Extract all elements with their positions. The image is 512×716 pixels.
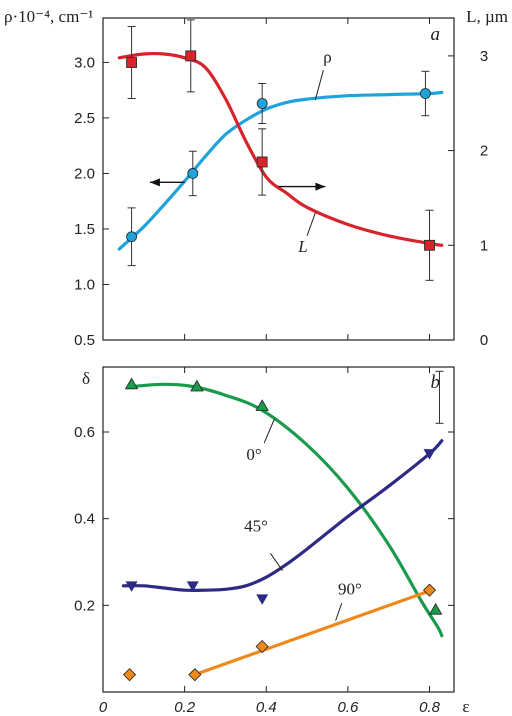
series-45°-point [186, 581, 199, 592]
panel-a-right-axis-title: L, µm [466, 7, 508, 26]
series-ρ-point [126, 231, 137, 243]
label-0deg: 0° [246, 445, 261, 464]
panel-a-ytick-left-label: 1.5 [74, 221, 95, 238]
panel-b-xtick-label: 0.6 [337, 699, 359, 716]
panel-a-ytick-right-label: 1 [480, 237, 488, 254]
panel-a-ytick-left-label: 2.0 [74, 165, 95, 182]
L-label: L [297, 237, 307, 256]
series-45°-point [125, 581, 138, 592]
panel-b-x-axis-title: ε [462, 697, 469, 716]
panel-a-ytick-left-label: 3.0 [74, 54, 95, 71]
panel-b-ytick-label: 0.6 [74, 424, 95, 441]
series-L-curve [117, 51, 444, 247]
panel-a-ytick-right-label: 0 [480, 332, 488, 349]
panel-b-xtick-label: 0 [99, 699, 108, 716]
series-L-point [256, 156, 268, 168]
panel-a-ytick-left-label: 0.5 [74, 332, 95, 349]
panel-b-xtick-label: 0.4 [256, 699, 277, 716]
label-90deg-leader [335, 603, 343, 621]
panel-b-errorbar-example [435, 370, 444, 424]
series-L-point [126, 57, 137, 68]
series-90°-point [255, 639, 269, 654]
rho-label: ρ [323, 47, 331, 66]
series-0°-point [428, 602, 443, 615]
arrow-to-left-axis [149, 178, 185, 187]
series-ρ-curve [117, 90, 444, 251]
panel-b-frame [102, 366, 455, 693]
label-0deg-leader [263, 418, 275, 444]
label-45deg: 45° [244, 517, 268, 536]
panel-a-ytick-right-label: 3 [480, 48, 488, 65]
series-45°-point [256, 594, 269, 605]
panel-b-ytick-label: 0.2 [74, 597, 95, 614]
panel-b-letter: b [431, 372, 441, 393]
panel-a-ytick-left-label: 2.5 [74, 110, 95, 127]
panel-a-ytick-right-label: 2 [480, 143, 488, 160]
series-L-point [424, 239, 435, 251]
panel-a-left-axis-title: ρ·10⁻⁴, cm⁻¹ [4, 7, 93, 26]
arrow-to-left-axis-head [149, 178, 160, 187]
series-ρ-point [187, 168, 199, 179]
panel-a-frame [102, 17, 455, 341]
panel-b-ytick-label: 0.4 [74, 511, 95, 528]
panel-a-ytick-left-label: 1.0 [74, 276, 95, 293]
rho-leader [314, 70, 324, 101]
series-0°-point [124, 377, 139, 390]
panel-b-xtick-label: 0.8 [419, 699, 441, 716]
series-90°-point [122, 668, 137, 682]
panel-b-y-axis-title: δ [82, 369, 90, 388]
series-90°-point [422, 583, 437, 597]
arrow-to-right-axis [278, 182, 326, 191]
series-45°-curve [121, 439, 444, 592]
L-leader [306, 212, 316, 236]
label-45deg-leader [269, 553, 283, 571]
series-ρ-point [420, 88, 431, 99]
series-45°-point [423, 449, 436, 460]
series-0°-point [190, 379, 204, 392]
arrow-to-right-axis-head [315, 182, 326, 191]
series-90°-point [188, 668, 202, 682]
panel-a-letter: a [431, 24, 441, 45]
series-90°-curve [193, 590, 428, 677]
panel-b-xtick-label: 0.2 [174, 699, 196, 716]
series-0°-point [255, 399, 269, 411]
series-L-point [185, 50, 197, 62]
series-0°-curve [130, 382, 444, 638]
series-ρ-point [256, 98, 268, 109]
label-90deg: 90° [338, 580, 362, 599]
